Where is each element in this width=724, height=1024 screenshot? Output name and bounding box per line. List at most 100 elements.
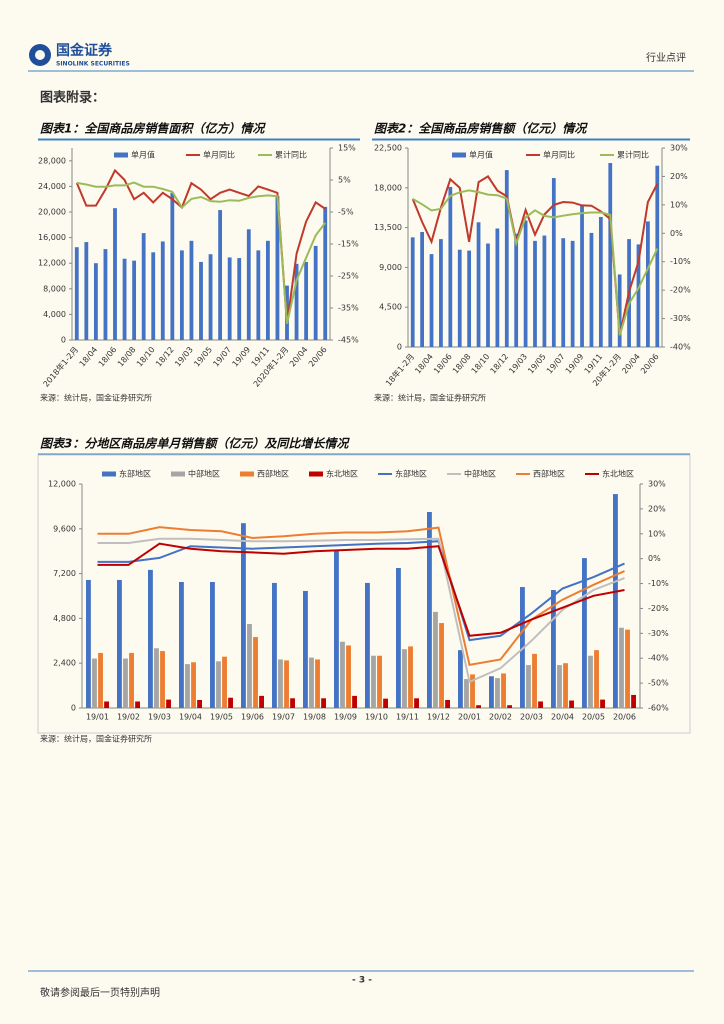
x-tick-label: 19/03 [148, 713, 171, 722]
y-tick-label: 8,000 [43, 284, 66, 293]
y-tick-label: 22,500 [374, 144, 402, 153]
bar [467, 250, 472, 347]
bar [103, 249, 108, 340]
bar [179, 250, 184, 340]
x-tick-label: 19/08 [303, 713, 326, 722]
y-tick-label: 20,000 [38, 208, 66, 217]
y-tick-label: 12,000 [48, 480, 76, 489]
y-tick-label: 16,000 [38, 233, 66, 242]
x-tick-label: 20/05 [582, 713, 605, 722]
bar [636, 244, 641, 347]
y-tick-label: 28,000 [38, 156, 66, 165]
legend-label: 东部地区 [119, 469, 151, 479]
y2-tick-label: 30% [648, 480, 666, 489]
bar [117, 579, 122, 708]
y-tick-label: 4,000 [43, 310, 66, 319]
y2-tick-label: 5% [338, 176, 351, 185]
bar [625, 629, 630, 708]
chart-title: 图表2：全国商品房销售额（亿元）情况 [374, 122, 588, 136]
bar [189, 240, 194, 340]
bar [84, 242, 89, 340]
bar [154, 648, 159, 708]
bar [170, 192, 175, 340]
line [97, 526, 625, 667]
bar [179, 582, 184, 708]
bar [290, 698, 295, 708]
x-tick-label: 20/04 [551, 713, 574, 722]
page-number: - 3 - [352, 976, 372, 986]
logo-hole [35, 50, 45, 60]
bar [216, 661, 221, 708]
y2-tick-label: -35% [338, 304, 359, 313]
x-tick-label: 19/12 [427, 713, 450, 722]
legend-swatch [171, 471, 185, 477]
bar [486, 243, 490, 347]
bar [410, 237, 415, 347]
x-tick-label: 20/06 [613, 713, 636, 722]
y2-tick-label: -40% [670, 343, 691, 352]
y2-tick-label: -45% [338, 336, 359, 345]
title-rule [38, 138, 360, 141]
bar [323, 206, 328, 340]
y2-tick-label: -25% [338, 272, 359, 281]
x-tick-label: 19/10 [365, 713, 388, 722]
bar [208, 254, 213, 340]
bar [218, 210, 223, 340]
bar [237, 258, 242, 340]
bar [532, 653, 537, 708]
bar [303, 590, 308, 708]
bar [617, 274, 622, 347]
bar [470, 674, 475, 708]
y2-tick-label: -50% [648, 679, 669, 688]
bar [113, 208, 117, 340]
bar [589, 232, 594, 347]
bar [580, 205, 584, 347]
y2-tick-label: -10% [648, 579, 669, 588]
y-tick-label: 4,500 [379, 303, 402, 312]
bar [98, 652, 103, 708]
bar [594, 650, 599, 708]
line [412, 189, 659, 336]
bar [402, 649, 407, 708]
bar [122, 258, 127, 340]
y-tick-label: 12,000 [38, 259, 66, 268]
y-tick-label: 0 [397, 343, 402, 352]
bar [439, 239, 443, 347]
bar [334, 550, 339, 708]
legend-label: 单月值 [131, 150, 155, 160]
y-tick-label: 9,600 [53, 524, 76, 533]
bar [197, 699, 202, 708]
bar [104, 701, 109, 708]
bar [191, 662, 196, 708]
bar [93, 263, 98, 340]
bar [309, 657, 314, 708]
chart-source: 来源：统计局，国金证券研究所 [374, 393, 486, 403]
bar [439, 623, 444, 708]
legend-swatch [240, 471, 254, 477]
bar [476, 222, 481, 347]
legend-swatch [309, 471, 323, 477]
bar [582, 558, 587, 708]
y2-tick-label: 20% [670, 172, 688, 181]
legend-swatch [452, 152, 466, 158]
bar [371, 655, 376, 708]
bar [396, 568, 401, 708]
y2-tick-label: 0% [648, 554, 661, 563]
legend-label: 中部地区 [188, 469, 220, 479]
bar [210, 582, 215, 708]
bar [227, 257, 232, 340]
y-tick-label: 0 [71, 704, 76, 713]
y2-tick-label: -30% [670, 314, 691, 323]
chart-source: 来源：统计局，国金证券研究所 [40, 734, 152, 744]
bar [619, 627, 624, 708]
x-tick-label: 19/07 [272, 713, 295, 722]
x-tick-label: 19/09 [334, 713, 357, 722]
bar [600, 699, 605, 708]
bar [86, 579, 91, 708]
y-tick-label: 9,000 [379, 263, 402, 272]
bar [495, 678, 500, 708]
y2-tick-label: -40% [648, 654, 669, 663]
bar [561, 238, 566, 347]
bar [464, 679, 469, 708]
